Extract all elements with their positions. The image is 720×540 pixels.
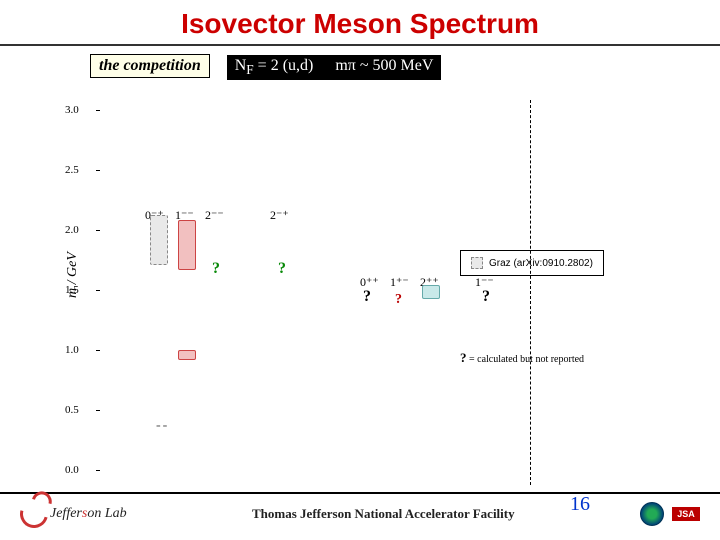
competition-label: the competition xyxy=(90,54,210,78)
dash-row: -- xyxy=(156,418,169,434)
y-tick xyxy=(96,170,100,171)
mass-box xyxy=(178,350,196,360)
note-text: ? = calculated but not reported xyxy=(460,350,584,366)
question-mark: ? xyxy=(278,260,286,278)
right-logos: JSA xyxy=(640,502,700,526)
subtitle-row: the competition NF = 2 (u,d) mπ ~ 500 Me… xyxy=(0,50,720,80)
y-tick-label: 2.5 xyxy=(65,164,79,176)
title-rule xyxy=(0,44,720,46)
y-tick xyxy=(96,350,100,351)
mass-box xyxy=(150,215,168,265)
divider-line xyxy=(530,100,531,485)
question-mark: ? xyxy=(395,292,402,308)
question-mark: ? xyxy=(363,288,371,306)
legend-swatch-icon xyxy=(471,257,483,269)
jsa-logo-icon: JSA xyxy=(672,507,700,521)
question-mark: ? xyxy=(212,260,220,278)
legend-text: Graz (arXiv:0910.2802) xyxy=(489,258,593,269)
y-tick-label: 3.0 xyxy=(65,104,79,116)
mass-box xyxy=(178,220,196,270)
y-tick xyxy=(96,110,100,111)
state-label: 2⁻⁻ xyxy=(205,208,224,223)
state-label: 2⁻⁺ xyxy=(270,208,289,223)
footer-center: Thomas Jefferson National Accelerator Fa… xyxy=(252,506,515,522)
mass-box xyxy=(422,285,440,299)
params-box: NF = 2 (u,d) mπ ~ 500 MeV xyxy=(227,55,442,80)
y-tick xyxy=(96,410,100,411)
y-tick-label: 1.5 xyxy=(65,284,79,296)
jlab-swoosh-icon xyxy=(15,495,53,533)
jlab-logo: Jefferson Lab xyxy=(20,500,127,528)
y-tick xyxy=(96,470,100,471)
y-tick-label: 1.0 xyxy=(65,344,79,356)
y-tick xyxy=(96,290,100,291)
question-mark: ? xyxy=(482,288,490,306)
doe-seal-icon xyxy=(640,502,664,526)
slide-title: Isovector Meson Spectrum xyxy=(0,0,720,40)
state-label: 1⁺⁻ xyxy=(390,275,409,290)
y-tick-label: 0.0 xyxy=(65,464,79,476)
y-tick xyxy=(96,230,100,231)
legend-box: Graz (arXiv:0910.2802) xyxy=(460,250,604,276)
spectrum-chart: m / GeV 3.02.52.01.51.00.50.0 0⁻⁺1⁻⁻2⁻⁻2… xyxy=(100,110,520,470)
footer: Jefferson Lab Thomas Jefferson National … xyxy=(0,492,720,540)
y-tick-label: 0.5 xyxy=(65,404,79,416)
y-tick-label: 2.0 xyxy=(65,224,79,236)
